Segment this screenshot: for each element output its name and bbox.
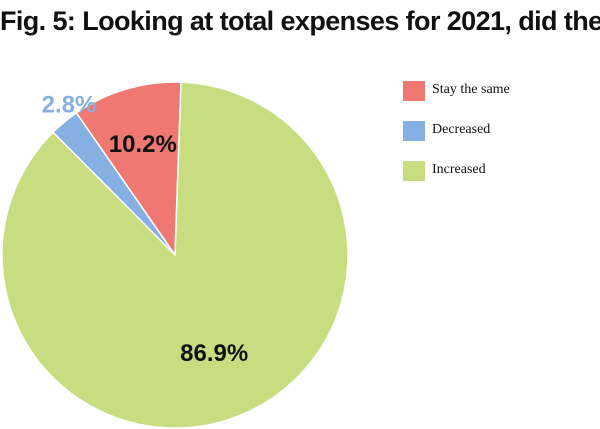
data-label-decreased: 2.8%: [42, 91, 97, 118]
legend-label-stay-the-same: Stay the same: [432, 82, 510, 97]
legend-swatch-decreased: [403, 121, 425, 141]
data-label-stay-the-same: 10.2%: [109, 131, 177, 158]
pie-slice-increased: [1, 81, 349, 429]
pie-slice-stay-the-same: [75, 81, 182, 258]
legend-swatch-stay-the-same: [403, 81, 425, 101]
chart-title: Fig. 5: Looking at total expenses for 20…: [0, 6, 600, 36]
legend-label-increased: Increased: [432, 162, 486, 177]
legend-swatch-increased: [403, 161, 425, 181]
data-label-increased: 86.9%: [180, 340, 248, 367]
legend-label-decreased: Decreased: [432, 122, 491, 137]
